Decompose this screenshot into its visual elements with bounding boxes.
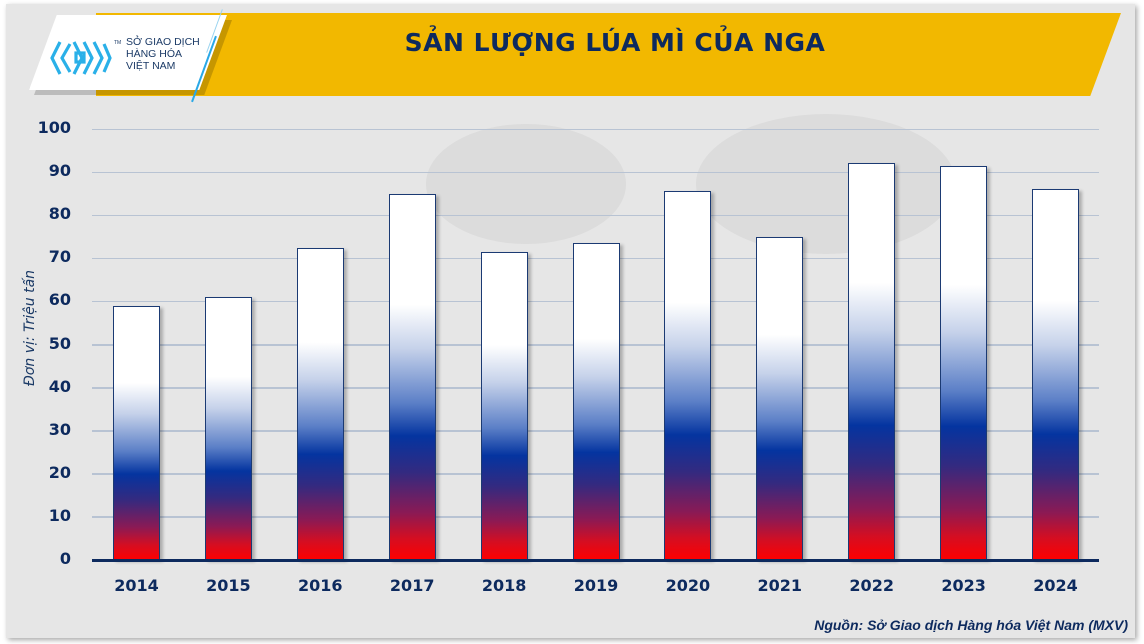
y-tick-label: 20 [48, 462, 71, 482]
world-map-decoration [426, 124, 626, 244]
y-tick-label: 0 [59, 549, 71, 568]
y-tick-label: 60 [48, 290, 71, 310]
y-tick-label: 40 [48, 376, 71, 396]
bar-2016 [296, 247, 344, 560]
x-tick-label: 2018 [481, 576, 527, 595]
bar-2021 [756, 236, 804, 560]
world-map-decoration [696, 114, 956, 254]
x-tick-label: 2015 [206, 576, 251, 595]
x-tick-label: 2016 [298, 576, 343, 595]
x-tick-label: 2020 [665, 576, 711, 595]
y-tick-label: 90 [48, 161, 71, 181]
gridline [92, 128, 1099, 130]
mxv-logo-icon [50, 41, 112, 75]
bar-2024 [1032, 189, 1079, 560]
y-tick-label: 80 [48, 204, 71, 224]
logo-text: SỞ GIAO DỊCH HÀNG HÓA VIỆT NAM [126, 36, 200, 72]
logo-trademark: TM [114, 40, 122, 46]
y-tick-label: 100 [37, 118, 71, 137]
gridline [92, 171, 1099, 174]
bar-2014 [113, 305, 160, 560]
x-tick-label: 2014 [114, 576, 159, 595]
bar-2017 [388, 193, 436, 560]
chart-title: SẢN LƯỢNG LÚA MÌ CỦA NGA [404, 28, 826, 57]
y-tick-label: 10 [48, 505, 71, 525]
source-note: Nguồn: Sở Giao dịch Hàng hóa Việt Nam (M… [814, 617, 1128, 633]
bar-2020 [664, 191, 712, 560]
y-tick-label: 70 [48, 247, 71, 267]
x-tick-label: 2021 [757, 576, 803, 595]
gridline [92, 214, 1099, 217]
y-tick-label: 50 [48, 333, 71, 353]
bar-2015 [204, 297, 252, 560]
bar-2023 [940, 165, 988, 560]
logo [29, 15, 227, 90]
logo-line-3: VIỆT NAM [126, 60, 176, 72]
x-tick-label: 2022 [849, 576, 894, 595]
y-tick-label: 30 [48, 419, 71, 439]
title-banner [96, 13, 1121, 96]
x-tick-label: 2017 [389, 576, 435, 595]
bar-2018 [480, 251, 528, 560]
logo-line-2: HÀNG HÓA [126, 48, 183, 60]
x-tick-label: 2019 [573, 576, 619, 595]
x-tick-label: 2024 [1033, 576, 1078, 595]
bar-2022 [848, 163, 896, 560]
x-axis-line [92, 559, 1099, 562]
logo-line-1: SỞ GIAO DỊCH [126, 36, 200, 48]
bar-2019 [572, 243, 620, 560]
x-tick-label: 2023 [941, 576, 986, 595]
